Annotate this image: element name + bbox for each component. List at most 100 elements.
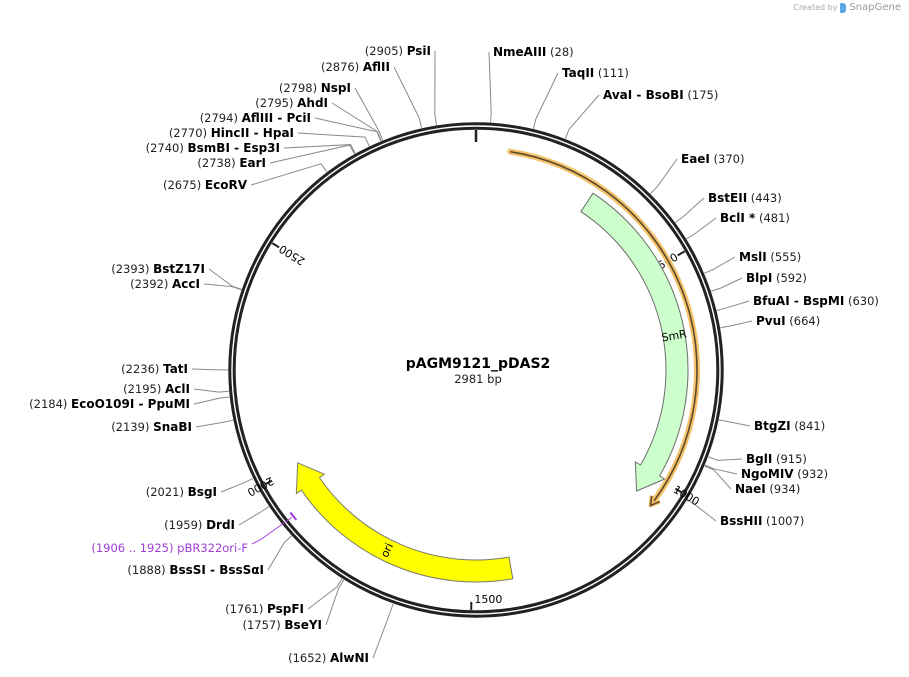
enzyme-site[interactable]: (1757) BseYI — [243, 618, 323, 632]
site-label[interactable]: (2770) HincII - HpaI — [169, 126, 294, 140]
site-position: (175) — [684, 88, 719, 102]
site-position: (555) — [767, 250, 802, 264]
site-label[interactable]: (2740) BsmBI - Esp3I — [146, 141, 280, 155]
site-label[interactable]: BssHII (1007) — [720, 514, 804, 528]
site-label[interactable]: (1888) BssSI - BssSαI — [127, 563, 264, 577]
primer-label[interactable]: (1906 .. 1925) pBR322ori-F — [91, 541, 248, 555]
enzyme-site[interactable]: (2021) BsgI — [146, 485, 217, 499]
enzyme-site[interactable]: BssHII (1007) — [720, 514, 804, 528]
site-position: (2139) — [111, 420, 153, 434]
site-label[interactable]: (2798) NspI — [279, 81, 351, 95]
site-leader — [191, 368, 229, 371]
enzyme-site[interactable]: (2798) NspI — [279, 81, 351, 95]
site-label[interactable]: BtgZI (841) — [754, 419, 825, 433]
enzyme-site[interactable]: (2795) AhdI — [255, 96, 328, 110]
site-label[interactable]: MslI (555) — [739, 250, 801, 264]
site-label[interactable]: BfuAI - BspMI (630) — [753, 294, 879, 308]
site-label[interactable]: (1652) AlwNI — [288, 651, 369, 665]
tick-label: 2500 — [277, 242, 308, 268]
site-label[interactable]: (2794) AflIII - PciI — [200, 111, 311, 125]
site-label[interactable]: BstEII (443) — [708, 191, 782, 205]
enzyme-site[interactable]: PvuI (664) — [756, 314, 820, 328]
enzyme-name: EaeI — [681, 152, 710, 166]
enzyme-site[interactable]: NmeAIII (28) — [493, 45, 574, 59]
enzyme-name: AflII — [363, 60, 390, 74]
site-label[interactable]: (2021) BsgI — [146, 485, 217, 499]
enzyme-site[interactable]: (2236) TatI — [121, 362, 188, 376]
site-label[interactable]: (1757) BseYI — [243, 618, 323, 632]
site-label[interactable]: AvaI - BsoBI (175) — [603, 88, 718, 102]
enzyme-site[interactable]: EaeI (370) — [681, 152, 745, 166]
site-label[interactable]: (2738) EarI — [197, 156, 266, 170]
enzyme-name: BssSI — [169, 563, 206, 577]
site-leader — [250, 163, 328, 186]
enzyme-site[interactable]: (2794) AflIII - PciI — [200, 111, 311, 125]
site-label[interactable]: (2236) TatI — [121, 362, 188, 376]
enzyme-name: SnaBI — [153, 420, 192, 434]
enzyme-site[interactable]: BfuAI - BspMI (630) — [753, 294, 879, 308]
enzyme-name: AhdI — [297, 96, 328, 110]
site-label[interactable]: BlpI (592) — [746, 271, 807, 285]
site-label[interactable]: (2795) AhdI — [255, 96, 328, 110]
site-label[interactable]: (2393) BstZ17I — [111, 262, 205, 276]
enzyme-site[interactable]: BtgZI (841) — [754, 419, 825, 433]
site-label[interactable]: (2139) SnaBI — [111, 420, 192, 434]
enzyme-name: BtgZI — [754, 419, 791, 433]
site-position: (841) — [791, 419, 826, 433]
enzyme-site[interactable]: (2740) BsmBI - Esp3I — [146, 141, 280, 155]
site-position: (2393) — [111, 262, 153, 276]
enzyme-site[interactable]: (2184) EcoO109I - PpuMI — [29, 397, 190, 411]
enzyme-site[interactable]: MslI (555) — [739, 250, 801, 264]
enzyme-site[interactable]: (1761) PspFI — [225, 602, 304, 616]
primer-pbr322ori-f[interactable]: (1906 .. 1925) pBR322ori-F — [91, 511, 298, 555]
enzyme-site[interactable]: NaeI (934) — [735, 482, 800, 496]
enzyme-site[interactable]: (2139) SnaBI — [111, 420, 192, 434]
enzyme-site[interactable]: BlpI (592) — [746, 271, 807, 285]
feature-ori[interactable] — [295, 462, 514, 583]
enzyme-site[interactable]: BglI (915) — [746, 452, 807, 466]
enzyme-site[interactable]: (1652) AlwNI — [288, 651, 369, 665]
enzyme-site[interactable]: (2876) AflII — [321, 60, 390, 74]
site-label[interactable]: TaqII (111) — [562, 66, 629, 80]
enzyme-name: BlpI — [746, 271, 772, 285]
site-label[interactable]: (2195) AclI — [123, 382, 190, 396]
site-label[interactable]: NmeAIII (28) — [493, 45, 574, 59]
enzyme-site[interactable]: (2392) AccI — [130, 277, 200, 291]
enzyme-site[interactable]: (2770) HincII - HpaI — [169, 126, 294, 140]
enzyme-site[interactable]: BstEII (443) — [708, 191, 782, 205]
enzyme-site[interactable]: (2195) AclI — [123, 382, 190, 396]
site-label[interactable]: (2905) PsiI — [365, 44, 431, 58]
site-position: (28) — [546, 45, 573, 59]
enzyme-labels-left: (2905) PsiI (2876) AflII (2798) NspI(2795)… — [29, 44, 431, 665]
site-label[interactable]: BclI * (481) — [720, 211, 790, 225]
site-leader — [675, 197, 705, 223]
plasmid-length: 2981 bp — [454, 372, 502, 386]
enzyme-site[interactable]: NgoMIV (932) — [741, 467, 828, 481]
enzyme-site[interactable]: (2393) BstZ17I — [111, 262, 205, 276]
plasmid-backbone[interactable] — [228, 122, 724, 618]
site-label[interactable]: (2392) AccI — [130, 277, 200, 291]
site-label[interactable]: (2675) EcoRV — [163, 178, 248, 192]
site-leader — [195, 419, 234, 428]
site-label[interactable]: (2184) EcoO109I - PpuMI — [29, 397, 190, 411]
site-label[interactable]: (1959) DrdI — [164, 518, 235, 532]
site-label[interactable]: NaeI (934) — [735, 482, 800, 496]
tick-mark — [674, 487, 683, 494]
enzyme-site[interactable]: AvaI - BsoBI (175) — [603, 88, 718, 102]
feature-strand-line[interactable] — [510, 150, 698, 502]
site-label[interactable]: (1761) PspFI — [225, 602, 304, 616]
site-label[interactable]: NgoMIV (932) — [741, 467, 828, 481]
enzyme-site[interactable]: (2905) PsiI — [365, 44, 431, 58]
enzyme-site[interactable]: (1888) BssSI - BssSαI — [127, 563, 264, 577]
enzyme-site[interactable]: (1959) DrdI — [164, 518, 235, 532]
feature-smr[interactable] — [580, 192, 689, 492]
site-label[interactable]: EaeI (370) — [681, 152, 745, 166]
enzyme-site[interactable]: (2675) EcoRV — [163, 178, 248, 192]
site-label[interactable]: (2876) AflII — [321, 60, 390, 74]
enzyme-site[interactable]: BclI * (481) — [720, 211, 790, 225]
site-label[interactable]: PvuI (664) — [756, 314, 820, 328]
site-label[interactable]: BglI (915) — [746, 452, 807, 466]
site-leader — [267, 535, 293, 571]
enzyme-site[interactable]: (2738) EarI — [197, 156, 266, 170]
enzyme-site[interactable]: TaqII (111) — [562, 66, 629, 80]
